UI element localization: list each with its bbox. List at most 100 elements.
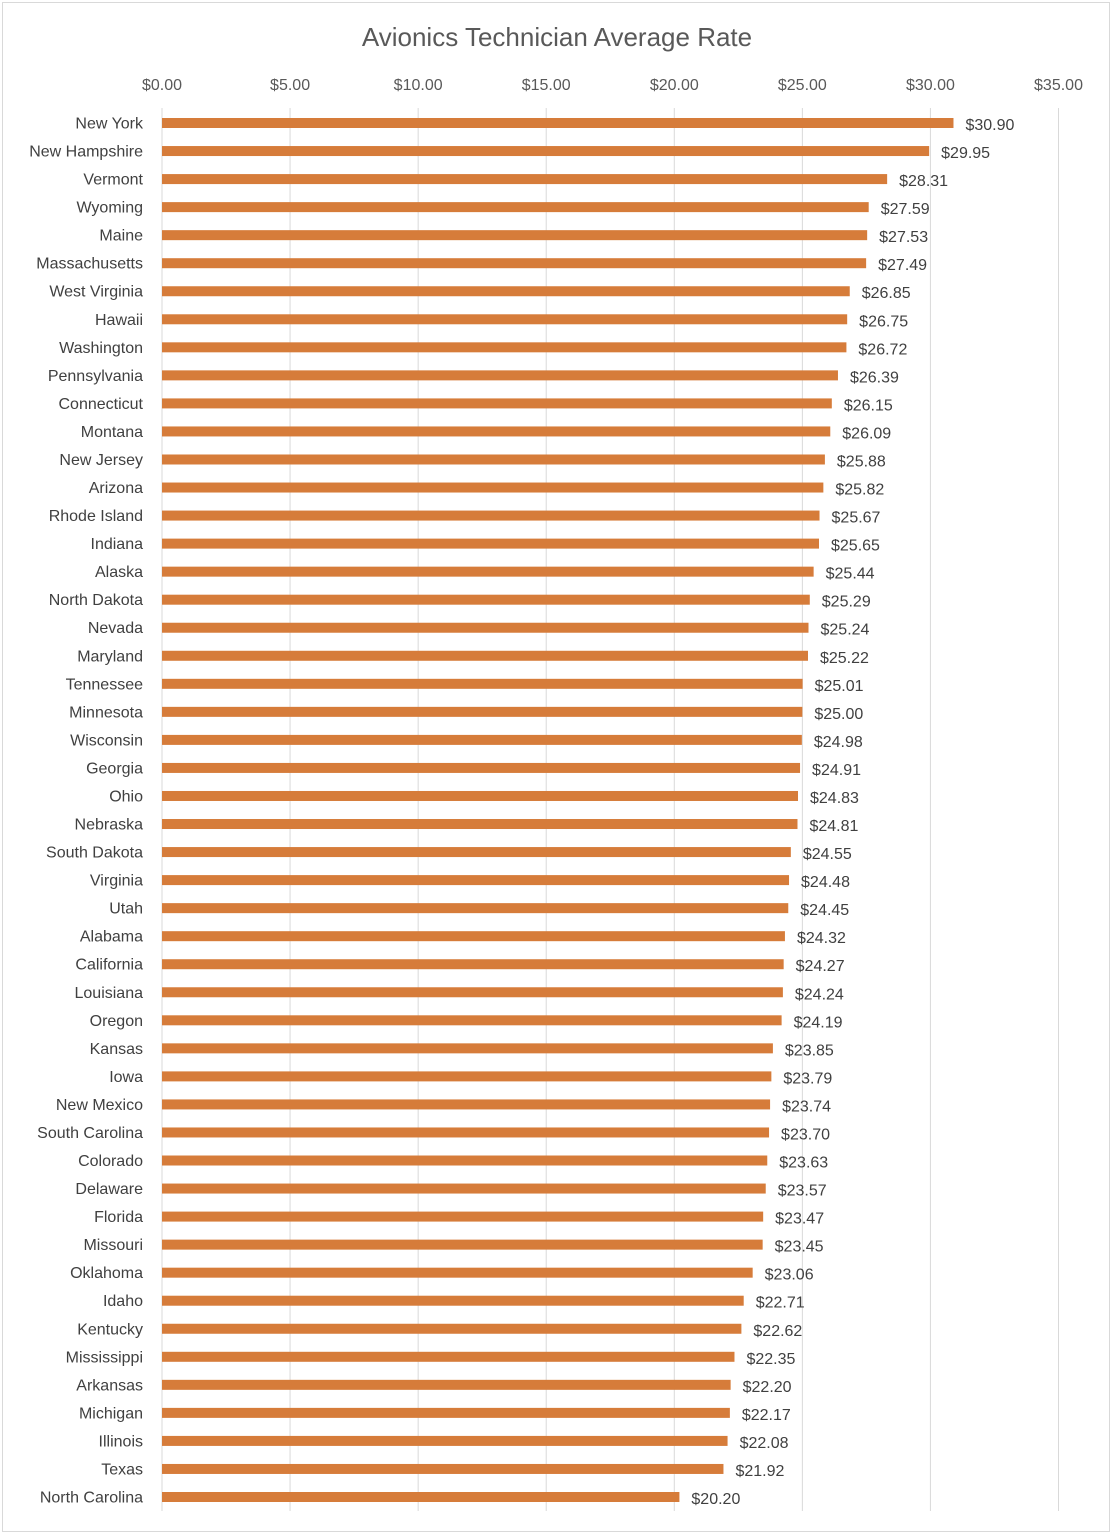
- bar: [162, 370, 838, 381]
- data-label: $24.32: [797, 930, 846, 947]
- x-tick-label: $15.00: [522, 77, 571, 94]
- bar: [162, 510, 820, 521]
- bar: [162, 426, 831, 437]
- bar: [162, 1099, 771, 1110]
- data-label: $30.90: [965, 117, 1014, 134]
- data-label: $27.59: [881, 201, 930, 218]
- category-label: Minnesota: [69, 704, 143, 721]
- category-label: Oklahoma: [70, 1265, 143, 1282]
- bar: [162, 258, 867, 269]
- bar: [162, 230, 868, 241]
- data-label: $27.49: [878, 257, 927, 274]
- category-label: New Hampshire: [29, 144, 143, 161]
- x-tick-label: $10.00: [394, 77, 443, 94]
- category-label: West Virginia: [49, 284, 143, 301]
- category-label: Arkansas: [76, 1377, 143, 1394]
- category-label: Utah: [109, 901, 143, 918]
- category-label: Indiana: [91, 536, 144, 553]
- data-label: $24.91: [812, 762, 861, 779]
- x-tick-label: $25.00: [778, 77, 827, 94]
- bar: [162, 1435, 728, 1446]
- bar: [162, 762, 801, 773]
- bar: [162, 1155, 768, 1166]
- data-label: $24.19: [794, 1014, 843, 1031]
- bar: [162, 314, 848, 325]
- category-label: Wisconsin: [70, 732, 143, 749]
- bar: [162, 931, 785, 942]
- bar: [162, 1211, 764, 1222]
- category-label: Michigan: [79, 1405, 143, 1422]
- bar: [162, 1295, 744, 1306]
- bar: [162, 118, 954, 128]
- category-label: Louisiana: [75, 985, 144, 1002]
- data-label: $27.53: [879, 229, 928, 246]
- bar: [162, 678, 803, 689]
- bar: [162, 286, 850, 297]
- category-label: Wyoming: [76, 200, 143, 217]
- bar: [162, 847, 791, 858]
- bar: [162, 454, 825, 465]
- category-label: Massachusetts: [36, 256, 143, 273]
- data-label: $23.06: [765, 1267, 814, 1284]
- data-label: $23.85: [785, 1042, 834, 1059]
- category-label: Arizona: [89, 480, 143, 497]
- data-label: $22.62: [753, 1323, 802, 1340]
- bars: New York $30.90 New Hampshire $29.95 Vermont…: [29, 116, 1014, 1509]
- category-label: Illinois: [99, 1433, 143, 1450]
- category-label: Connecticut: [59, 396, 144, 413]
- data-label: $28.31: [899, 173, 948, 190]
- category-label: Texas: [101, 1461, 143, 1478]
- bar: [162, 566, 814, 577]
- bar: [162, 819, 798, 830]
- bar: [162, 594, 810, 605]
- category-label: Iowa: [109, 1069, 143, 1086]
- category-label: Ohio: [109, 788, 143, 805]
- data-label: $22.35: [746, 1351, 795, 1368]
- data-label: $21.92: [735, 1463, 784, 1480]
- category-label: Washington: [59, 340, 143, 357]
- category-label: Hawaii: [95, 312, 143, 329]
- category-label: Tennessee: [66, 676, 143, 693]
- bar: [162, 1379, 731, 1390]
- category-label: North Dakota: [49, 592, 143, 609]
- data-label: $25.82: [835, 482, 884, 499]
- category-label: Virginia: [90, 873, 143, 890]
- category-label: New Jersey: [59, 452, 143, 469]
- bar: [162, 1351, 735, 1362]
- data-label: $24.45: [800, 902, 849, 919]
- bar: [162, 734, 802, 745]
- category-label: Vermont: [83, 172, 143, 189]
- data-label: $22.17: [742, 1407, 791, 1424]
- category-label: South Carolina: [37, 1125, 143, 1142]
- data-label: $26.09: [842, 425, 891, 442]
- bar: [162, 202, 869, 213]
- data-label: $25.29: [822, 594, 871, 611]
- category-label: Alaska: [95, 564, 143, 581]
- category-label: South Dakota: [46, 845, 143, 862]
- data-label: $24.27: [796, 958, 845, 975]
- category-label: Alabama: [80, 929, 143, 946]
- data-label: $25.44: [826, 566, 875, 583]
- bar: [162, 1463, 724, 1474]
- bar: [162, 398, 832, 409]
- bar: [162, 1407, 730, 1418]
- data-label: $25.24: [821, 622, 870, 639]
- bar: [162, 174, 888, 185]
- x-tick-label: $5.00: [270, 77, 310, 94]
- data-label: $25.88: [837, 453, 886, 470]
- category-label: Nevada: [88, 620, 143, 637]
- bar: [162, 538, 820, 549]
- data-label: $24.55: [803, 846, 852, 863]
- category-label: North Carolina: [40, 1490, 143, 1507]
- bar: [162, 482, 824, 493]
- data-label: $23.70: [781, 1126, 830, 1143]
- data-label: $25.67: [832, 510, 881, 527]
- bar: [162, 875, 790, 886]
- x-tick-label: $30.00: [906, 77, 955, 94]
- bar: [162, 1043, 773, 1054]
- category-label: Pennsylvania: [48, 368, 143, 385]
- bar: [162, 959, 784, 970]
- data-label: $23.45: [775, 1239, 824, 1256]
